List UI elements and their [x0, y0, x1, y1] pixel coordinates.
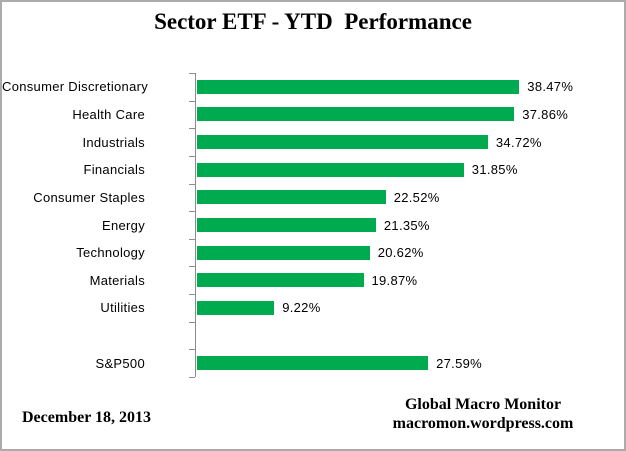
- bar-row: Materials 19.87%: [2, 266, 624, 294]
- bar-row: Energy 21.35%: [2, 211, 624, 239]
- value-label: 38.47%: [527, 79, 574, 95]
- axis-tick: [189, 294, 195, 296]
- bar-track: 31.85%: [197, 156, 624, 184]
- plot-area: Consumer Discretionary 38.47% Health Care 3…: [2, 73, 624, 378]
- axis-tick: [189, 377, 195, 378]
- category-label: Health Care: [72, 106, 145, 122]
- category-label: S&P500: [95, 355, 145, 371]
- bar: [197, 79, 520, 94]
- bar-track: 21.35%: [197, 211, 624, 239]
- bar-row: S&P500 27.59%: [2, 349, 624, 377]
- bar: [197, 107, 515, 122]
- category-label: Consumer Staples: [33, 189, 145, 205]
- axis-tick: [189, 183, 195, 185]
- bar-row: Consumer Staples 22.52%: [2, 184, 624, 212]
- bar-track: 19.87%: [197, 266, 624, 294]
- value-label: 9.22%: [282, 300, 321, 316]
- attribution-source-name: Global Macro Monitor: [404, 396, 562, 413]
- bar-row: [2, 322, 624, 350]
- bar-track: 37.86%: [197, 101, 624, 129]
- attribution-source-url: macromon.wordpress.com: [392, 415, 574, 432]
- bar-row: Health Care 37.86%: [2, 101, 624, 129]
- category-label: Financials: [83, 162, 145, 178]
- value-label: 20.62%: [377, 245, 424, 261]
- bar-row: Utilities 9.22%: [2, 294, 624, 322]
- category-label: Technology: [76, 245, 145, 261]
- value-label: 22.52%: [393, 189, 440, 205]
- value-label: 21.35%: [383, 217, 430, 233]
- chart-title: Sector ETF - YTD Performance: [154, 9, 472, 34]
- bar: [197, 162, 464, 177]
- bar: [197, 135, 488, 150]
- value-label: 31.85%: [471, 162, 518, 178]
- axis-tick: [189, 238, 195, 240]
- axis-tick: [189, 155, 195, 157]
- bar-row: Industrials 34.72%: [2, 128, 624, 156]
- bar-row: Financials 31.85%: [2, 156, 624, 184]
- category-label: Utilities: [100, 300, 145, 316]
- bar: [197, 300, 275, 315]
- bar-rows: Consumer Discretionary 38.47% Health Care 3…: [2, 73, 624, 377]
- value-label: 27.59%: [436, 355, 482, 371]
- footer-date: December 18, 2013: [22, 409, 151, 426]
- bar-track: 20.62%: [197, 239, 624, 267]
- axis-tick: [189, 100, 195, 102]
- bar-track: 22.52%: [197, 184, 624, 212]
- category-label: Consumer Discretionary: [2, 79, 149, 95]
- bar: [197, 356, 429, 371]
- bar-track: 34.72%: [197, 128, 624, 156]
- category-label: Industrials: [82, 134, 145, 150]
- bar: [197, 273, 364, 288]
- footer-attribution: Global Macro Monitor macromon.wordpress.…: [377, 395, 589, 433]
- value-label: 19.87%: [371, 272, 418, 288]
- axis-tick: [189, 321, 195, 323]
- axis-tick: [189, 266, 195, 268]
- value-label: 34.72%: [495, 134, 542, 150]
- bar-track: 27.59%: [197, 349, 624, 377]
- bar: [197, 245, 370, 260]
- bar: [197, 190, 386, 205]
- category-label: Materials: [89, 272, 145, 288]
- bar-row: Technology 20.62%: [2, 239, 624, 267]
- bar: [197, 218, 376, 233]
- bar-row: Consumer Discretionary 38.47%: [2, 73, 624, 101]
- axis-tick: [189, 349, 195, 351]
- category-axis-line: [195, 73, 196, 377]
- axis-tick: [189, 73, 195, 74]
- category-label: Energy: [102, 217, 145, 233]
- bar-track: 38.47%: [197, 73, 624, 101]
- axis-tick: [189, 211, 195, 213]
- value-label: 37.86%: [522, 106, 569, 122]
- axis-tick: [189, 128, 195, 130]
- bar-track: [197, 322, 624, 350]
- bar-track: 9.22%: [197, 294, 624, 322]
